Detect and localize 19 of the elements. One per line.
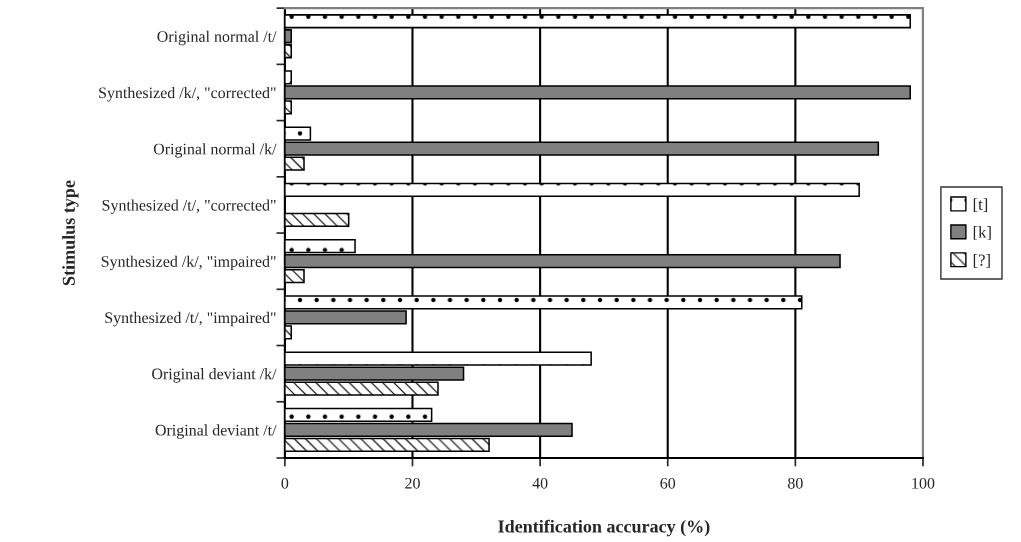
y-tick-label: Synthesized /k/, "impaired": [101, 255, 276, 271]
x-axis-title: Identification accuracy (%): [498, 519, 710, 537]
x-tick-label: 100: [912, 477, 935, 489]
x-tick-label: 80: [787, 477, 803, 489]
y-tick-label: Original deviant /k/: [152, 368, 277, 383]
legend-label: [?]: [973, 253, 990, 268]
y-tick-label: Synthesized /t/, "corrected": [102, 199, 276, 214]
y-tick-label: Synthesized /t/, "impaired": [105, 311, 276, 327]
x-tick-label: 0: [281, 477, 289, 489]
y-tick-label: Original deviant /t/: [155, 424, 277, 439]
legend-label: [t]: [973, 198, 988, 212]
x-tick-label: 60: [660, 477, 676, 489]
y-axis-title: Stimulus type: [62, 180, 79, 286]
x-tick-label: 20: [405, 477, 420, 489]
y-tick-label: Synthesized /k/, "corrected": [99, 86, 276, 102]
y-tick-label: Original normal /k/: [153, 143, 277, 158]
y-tick-label: Original normal /t/: [157, 30, 277, 46]
legend-label: [k]: [973, 226, 991, 240]
x-tick-label: 40: [532, 477, 548, 489]
